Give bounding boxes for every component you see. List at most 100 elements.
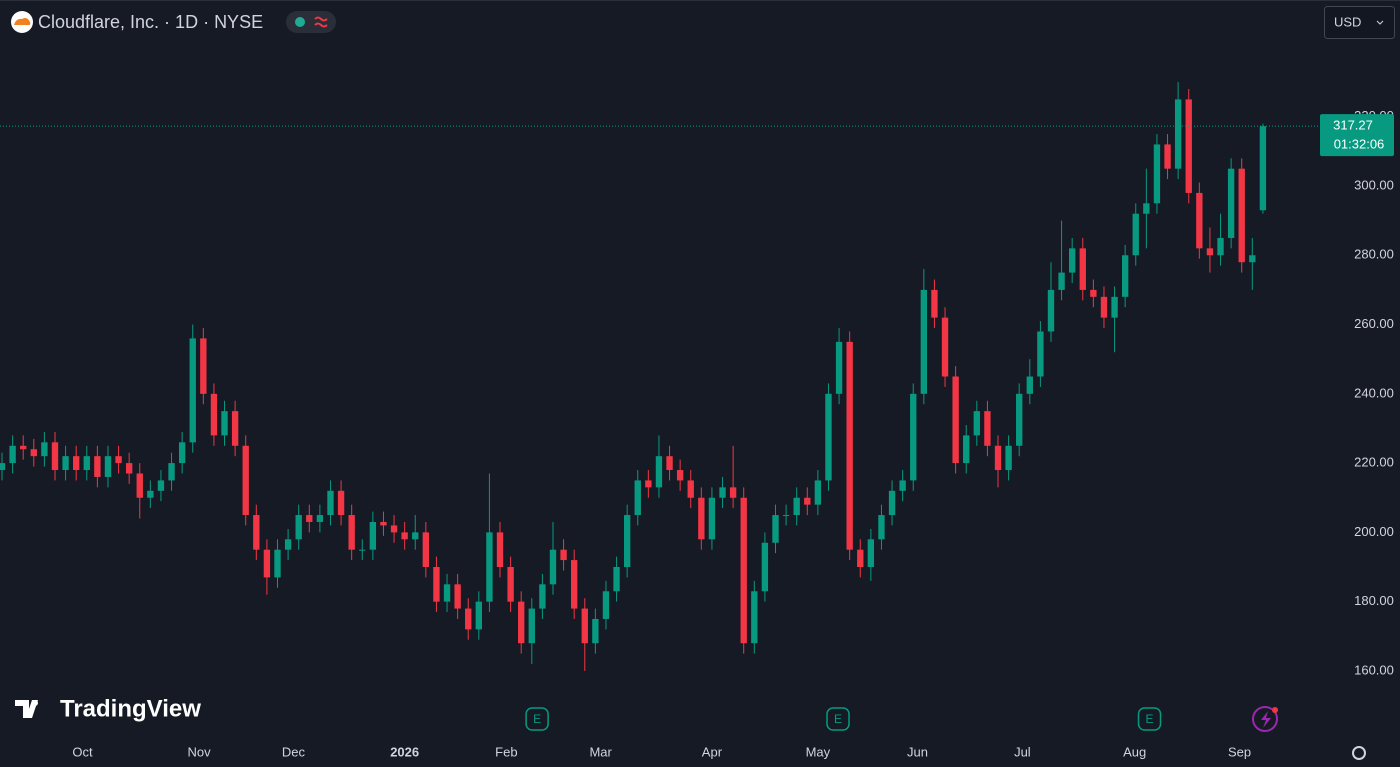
candle-body <box>708 497 716 540</box>
candle-body <box>1090 289 1097 297</box>
candle-body <box>486 532 493 602</box>
candle-body <box>666 456 673 471</box>
candle-body <box>910 393 917 481</box>
earnings-marker <box>1137 707 1162 731</box>
candle-body <box>295 515 302 540</box>
candle-body <box>507 567 514 602</box>
candle-body <box>899 480 906 491</box>
settings-icon[interactable] <box>1352 746 1366 760</box>
candle-body <box>284 539 292 550</box>
candle-body <box>782 515 790 517</box>
candle-body <box>825 393 832 481</box>
candle-body <box>729 487 737 498</box>
candle-body <box>231 411 239 446</box>
candle-body <box>401 532 408 540</box>
status-pill[interactable] <box>286 11 336 33</box>
candle-body <box>973 411 980 436</box>
candle-body <box>888 490 896 516</box>
candle-body <box>20 445 27 450</box>
candle-body <box>1164 144 1171 169</box>
candle-body <box>465 608 472 630</box>
y-tick-label: 240.00 <box>1354 385 1394 400</box>
candle-body <box>348 515 355 550</box>
candle-body <box>867 539 875 568</box>
watermark-logo <box>15 700 38 718</box>
data-status <box>314 16 328 28</box>
candle-body <box>761 542 769 592</box>
candle-body <box>539 584 546 609</box>
candle-body <box>221 411 228 436</box>
earnings-label: E <box>1146 712 1154 726</box>
candle-body <box>369 521 377 550</box>
candle-body <box>846 341 853 550</box>
candle-body <box>1079 248 1086 290</box>
candle-body <box>9 445 16 464</box>
candle-body <box>136 473 143 498</box>
y-tick-label: 180.00 <box>1354 593 1394 608</box>
candle-body <box>549 549 557 585</box>
y-tick-label: 220.00 <box>1354 455 1394 470</box>
earnings-marker <box>525 707 549 731</box>
candle-body <box>147 490 154 498</box>
y-tick-label: 160.00 <box>1354 662 1394 677</box>
candle-body <box>613 567 620 592</box>
ai-dot <box>1272 707 1278 713</box>
x-tick-label: Aug <box>1123 744 1146 759</box>
candle-body <box>676 470 684 481</box>
candle-body <box>274 549 281 578</box>
candle-body <box>168 463 175 481</box>
candle-body <box>73 456 80 471</box>
x-tick-label: Oct <box>72 744 93 759</box>
candle-body <box>655 456 663 488</box>
x-tick-label: Apr <box>702 744 723 759</box>
candle-body <box>1206 248 1214 256</box>
candle-body <box>602 591 610 619</box>
candle-body <box>380 521 387 526</box>
dropdown-caret <box>1376 20 1384 25</box>
candle-body <box>740 497 747 644</box>
candle-body <box>804 497 811 505</box>
candle-body <box>30 449 37 457</box>
currency-select[interactable] <box>1324 6 1395 39</box>
candle-body <box>125 463 133 474</box>
x-tick-label: Sep <box>1228 744 1251 759</box>
earnings-marker <box>826 707 850 731</box>
candle-body <box>115 456 122 464</box>
watermark: TradingView <box>60 695 201 722</box>
candle-body <box>412 532 419 540</box>
candle-body <box>1047 289 1055 332</box>
candle-body <box>920 289 928 394</box>
candle-body <box>1111 296 1118 318</box>
candle-body <box>0 463 6 471</box>
candle-body <box>496 532 504 568</box>
candle-body <box>1058 272 1065 290</box>
candle-body <box>200 338 207 394</box>
currency: USD <box>1334 14 1361 29</box>
watermark-dot <box>32 700 38 706</box>
candle-body <box>306 515 313 522</box>
candle-body <box>454 584 461 609</box>
earnings-label: E <box>834 712 842 726</box>
y-tick-label: 280.00 <box>1354 247 1394 262</box>
candle-body <box>560 549 567 561</box>
candle-body <box>242 445 249 516</box>
earnings-label: E <box>533 712 541 726</box>
ai-icon[interactable] <box>1252 706 1278 732</box>
candle-body <box>931 289 938 318</box>
candle-body <box>316 515 324 522</box>
candle-body <box>1026 376 1033 394</box>
candle-body <box>41 442 48 457</box>
candle-body <box>751 591 758 644</box>
candle-body <box>857 549 864 568</box>
candle-body <box>698 497 705 540</box>
candle-body <box>189 338 196 443</box>
candle-body <box>422 532 430 568</box>
ai-bolt <box>1261 711 1271 728</box>
x-tick-label: Jul <box>1014 744 1031 759</box>
candle-body <box>984 411 991 446</box>
candle-body <box>390 525 398 533</box>
countdown: 01:32:06 <box>1334 137 1385 152</box>
chart-title: Cloudflare, Inc. · 1D · NYSE <box>38 12 263 32</box>
y-tick-label: 300.00 <box>1354 177 1394 192</box>
